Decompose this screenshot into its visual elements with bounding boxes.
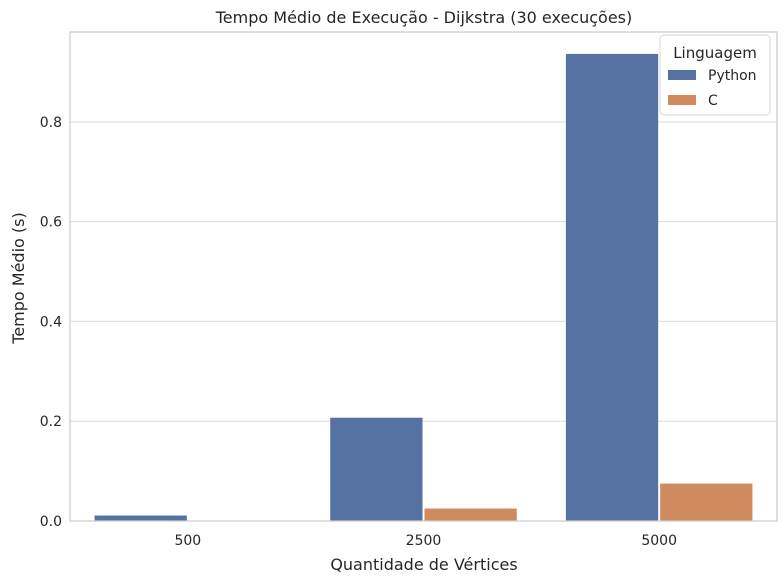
x-tick-label: 5000 — [641, 533, 677, 549]
bars — [94, 53, 753, 521]
y-tick-label: 0.6 — [40, 215, 62, 231]
legend-label-c: C — [708, 93, 718, 109]
plot-frame — [69, 31, 778, 522]
bar-python-500 — [94, 515, 187, 521]
bar-c-5000 — [660, 483, 753, 521]
bar-python-2500 — [330, 417, 423, 521]
y-axis-ticks: 0.0 0.2 0.4 0.6 0.8 — [40, 115, 62, 530]
y-tick-label: 0.2 — [40, 414, 62, 430]
x-tick-label: 2500 — [406, 533, 442, 549]
y-tick-label: 0.8 — [40, 115, 62, 131]
legend-label-python: Python — [708, 68, 757, 84]
legend: Linguagem Python C — [659, 34, 771, 116]
x-tick-label: 500 — [174, 533, 201, 549]
y-axis-label: Tempo Médio (s) — [9, 212, 28, 344]
chart-title: Tempo Médio de Execução - Dijkstra (30 e… — [215, 8, 633, 27]
x-axis-label: Quantidade de Vértices — [330, 555, 517, 574]
x-axis-ticks: 500 2500 5000 — [174, 533, 677, 549]
bar-python-5000 — [565, 53, 659, 521]
legend-title: Linguagem — [673, 44, 757, 62]
y-tick-label: 0.0 — [40, 514, 62, 530]
legend-swatch-c — [668, 95, 696, 105]
gridlines — [70, 121, 777, 522]
legend-swatch-python — [668, 70, 696, 80]
y-tick-label: 0.4 — [40, 314, 62, 330]
bar-c-2500 — [424, 508, 517, 521]
